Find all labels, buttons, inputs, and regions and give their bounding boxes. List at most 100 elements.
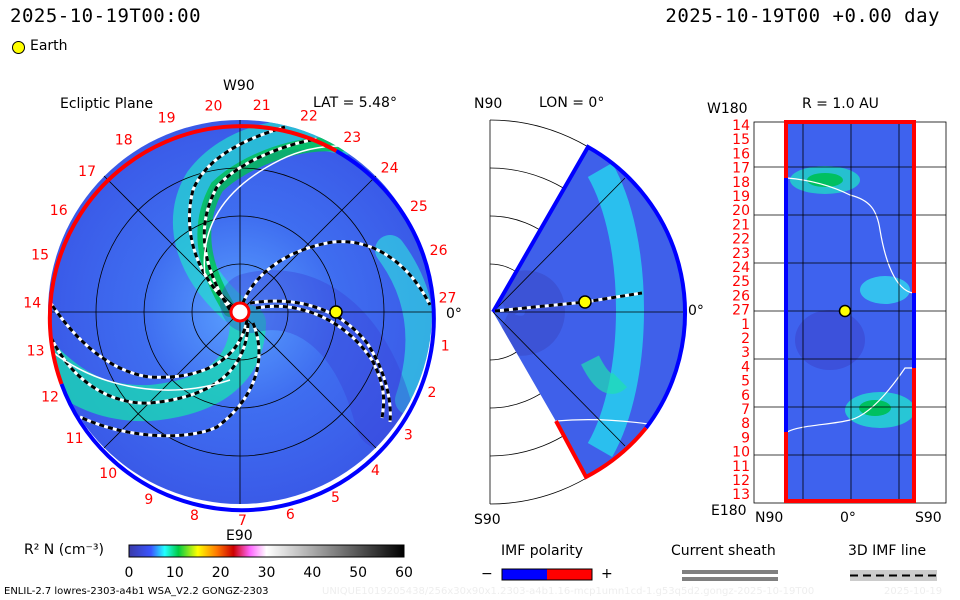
carrington-label: 20: [205, 99, 223, 115]
plus-sign: +: [601, 566, 613, 582]
sphere-row-label: 3: [741, 345, 750, 361]
meridional-plot: [489, 119, 687, 505]
carrington-label: 5: [331, 490, 340, 506]
s90-axis-label: S90: [915, 510, 942, 526]
colorbar-tick: 40: [303, 565, 321, 581]
sphere-title: R = 1.0 AU: [802, 96, 879, 112]
colorbar-tick: 0: [125, 565, 134, 581]
current-sheath-swatch: [682, 570, 778, 574]
current-sheath-label: Current sheath: [671, 543, 776, 559]
sphere-row-label: 5: [741, 374, 750, 390]
carrington-label: 24: [381, 161, 399, 177]
ecliptic-title: Ecliptic Plane: [60, 96, 154, 112]
sphere-row-label: 9: [741, 430, 750, 446]
datetime: 2025-10-19T00:00: [10, 5, 202, 27]
carrington-label: 18: [115, 133, 133, 149]
sphere-earth-icon: [838, 304, 852, 318]
carrington-label: 23: [343, 130, 361, 146]
sphere-row-label: 17: [732, 161, 750, 177]
sphere-row-label: 11: [732, 459, 750, 475]
negative-polarity-boundary: [59, 149, 436, 513]
sun-icon: [229, 301, 251, 323]
meridional-positive-boundary: [554, 420, 648, 480]
carrington-label: 15: [31, 248, 49, 264]
w90-label: W90: [223, 78, 255, 94]
sphere-row-label: 4: [741, 359, 750, 375]
sphere-row-label: 7: [741, 402, 750, 418]
carrington-label: 10: [99, 466, 117, 482]
sphere-row-label: 19: [732, 189, 750, 205]
sphere-row-label: 21: [732, 217, 750, 233]
carrington-label: 11: [66, 431, 84, 447]
colorbar-tick: 30: [258, 565, 276, 581]
sphere-row-label: 18: [732, 175, 750, 191]
e90-label: E90: [226, 528, 253, 544]
n90-axis-label: N90: [755, 510, 784, 526]
sphere-row-label: 20: [732, 203, 750, 219]
earth-legend-label: Earth: [30, 38, 68, 54]
latitude-label: LAT = 5.48°: [313, 95, 397, 111]
n90-label: N90: [474, 96, 503, 112]
sphere-row-label: 6: [741, 388, 750, 404]
carrington-label: 19: [158, 110, 176, 126]
run-id: UNIQUE1019205438/256x30x90x1.2303-a4b1.1…: [322, 586, 815, 597]
sphere-row-label: 12: [732, 473, 750, 489]
carrington-label: 4: [371, 463, 380, 479]
density-colorbar: [128, 544, 405, 558]
imf-line-label: 3D IMF line: [848, 543, 927, 559]
colorbar-ticks: 0 10 20 30 40 50 60: [125, 565, 413, 581]
meridional-earth-icon: [578, 295, 592, 309]
carrington-label: 7: [238, 513, 247, 529]
carrington-label: 6: [286, 507, 295, 523]
meridional-negative-boundary: [491, 144, 687, 430]
s90-label: S90: [474, 512, 501, 528]
sphere-row-label: 27: [732, 303, 750, 319]
model-info: ENLIL-2.7 lowres-2303-a4b1 WSA_V2.2 GONG…: [4, 586, 269, 597]
meridional-0deg-label: 0°: [688, 303, 704, 319]
sphere-row-label: 8: [741, 416, 750, 432]
negative-polarity-swatch: [502, 569, 547, 580]
carrington-label: 14: [23, 295, 41, 311]
sphere-row-label: 16: [732, 146, 750, 162]
sphere-row-label: 23: [732, 246, 750, 262]
carrington-label: 21: [253, 98, 271, 114]
sphere-row-label: 15: [732, 132, 750, 148]
carrington-label: 3: [404, 427, 413, 443]
zero-axis-label: 0°: [840, 510, 856, 526]
datetime-offset: 2025-10-19T00 +0.00 day: [665, 5, 940, 27]
carrington-label: 13: [27, 344, 45, 360]
sphere-row-label: 14: [732, 118, 750, 134]
sphere-row-label: 10: [732, 445, 750, 461]
earth-icon: [329, 305, 343, 319]
carrington-label: 22: [300, 109, 318, 125]
sphere-row-label: 22: [732, 232, 750, 248]
colorbar-label: R² N (cm⁻³): [24, 542, 104, 558]
positive-polarity-boundary: [47, 124, 338, 385]
carrington-label: 1: [441, 339, 450, 355]
earth-marker-icon: [12, 41, 25, 54]
w180-label: W180: [707, 101, 748, 117]
colorbar-tick: 60: [395, 565, 413, 581]
colorbar-tick: 50: [349, 565, 367, 581]
colorbar-tick: 10: [166, 565, 184, 581]
positive-polarity-swatch: [547, 569, 592, 580]
carrington-label: 9: [144, 492, 153, 508]
sphere-plot: 1415161718192021222324252627123456789101…: [732, 118, 947, 504]
sphere-row-label: 2: [741, 331, 750, 347]
sphere-row-label: 24: [732, 260, 750, 276]
carrington-label: 17: [78, 164, 96, 180]
sphere-row-label: 25: [732, 274, 750, 290]
carrington-label: 25: [410, 199, 428, 215]
imf-lines: [48, 125, 432, 438]
carrington-label: 26: [430, 243, 448, 259]
sphere-row-label: 26: [732, 288, 750, 304]
carrington-label: 8: [190, 508, 199, 524]
carrington-label: 27: [439, 291, 457, 307]
minus-sign: −: [481, 566, 493, 582]
e180-label: E180: [711, 503, 747, 519]
colorbar-tick: 20: [212, 565, 230, 581]
sphere-row-label: 1: [741, 317, 750, 333]
carrington-label: 12: [41, 390, 59, 406]
